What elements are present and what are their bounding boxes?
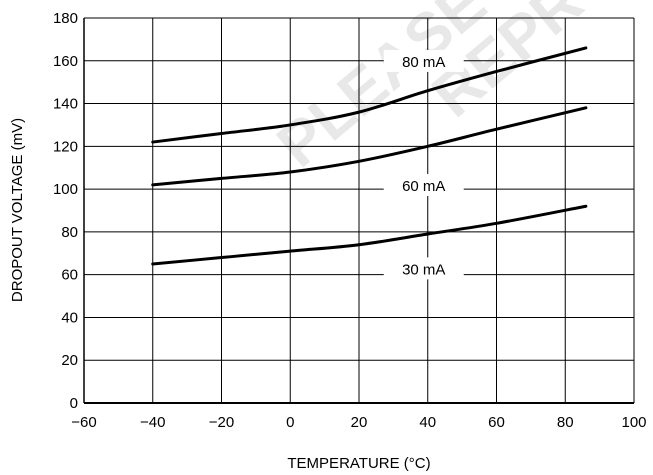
x-tick-label: 100 (621, 414, 646, 431)
x-tick-label: 20 (351, 414, 368, 431)
y-tick-label: 0 (70, 395, 78, 412)
x-axis-title: TEMPERATURE (°C) (287, 455, 430, 472)
series-label: 30 mA (402, 261, 445, 278)
series-label-bg (383, 49, 464, 72)
y-tick-label: 100 (53, 181, 78, 198)
x-tick-label: −20 (209, 414, 234, 431)
x-tick-label: 60 (488, 414, 505, 431)
series-labels: 80 mA 60 mA 30 mA (383, 49, 464, 280)
y-tick-label: 40 (61, 309, 78, 326)
series-label: 60 mA (402, 178, 445, 195)
y-tick-label: 140 (53, 96, 78, 113)
series-label-bg (383, 173, 464, 196)
x-tick-label: −60 (71, 414, 96, 431)
series-label-bg (383, 257, 464, 280)
series-lines (151, 46, 588, 266)
axes: −60 −40 −20 0 20 40 60 80 100 0 20 40 60 80 100 120 140 1… (53, 10, 647, 431)
x-tick-label: 0 (286, 414, 294, 431)
series-line (151, 106, 588, 187)
series-line (151, 204, 588, 266)
y-tick-label: 120 (53, 138, 78, 155)
y-tick-label: 20 (61, 352, 78, 369)
y-tick-label: 60 (61, 267, 78, 284)
x-tick-label: −40 (140, 414, 165, 431)
series-line (151, 46, 588, 144)
grid (83, 17, 635, 404)
x-tick-label: 40 (419, 414, 436, 431)
y-tick-label: 180 (53, 10, 78, 27)
y-tick-label: 80 (61, 224, 78, 241)
y-axis-title: DROPOUT VOLTAGE (mV) (9, 118, 26, 302)
x-tick-label: 80 (557, 414, 574, 431)
watermark: PLEASE REPRODUCE (265, 0, 653, 181)
series-label: 80 mA (402, 54, 445, 71)
y-tick-label: 160 (53, 53, 78, 70)
